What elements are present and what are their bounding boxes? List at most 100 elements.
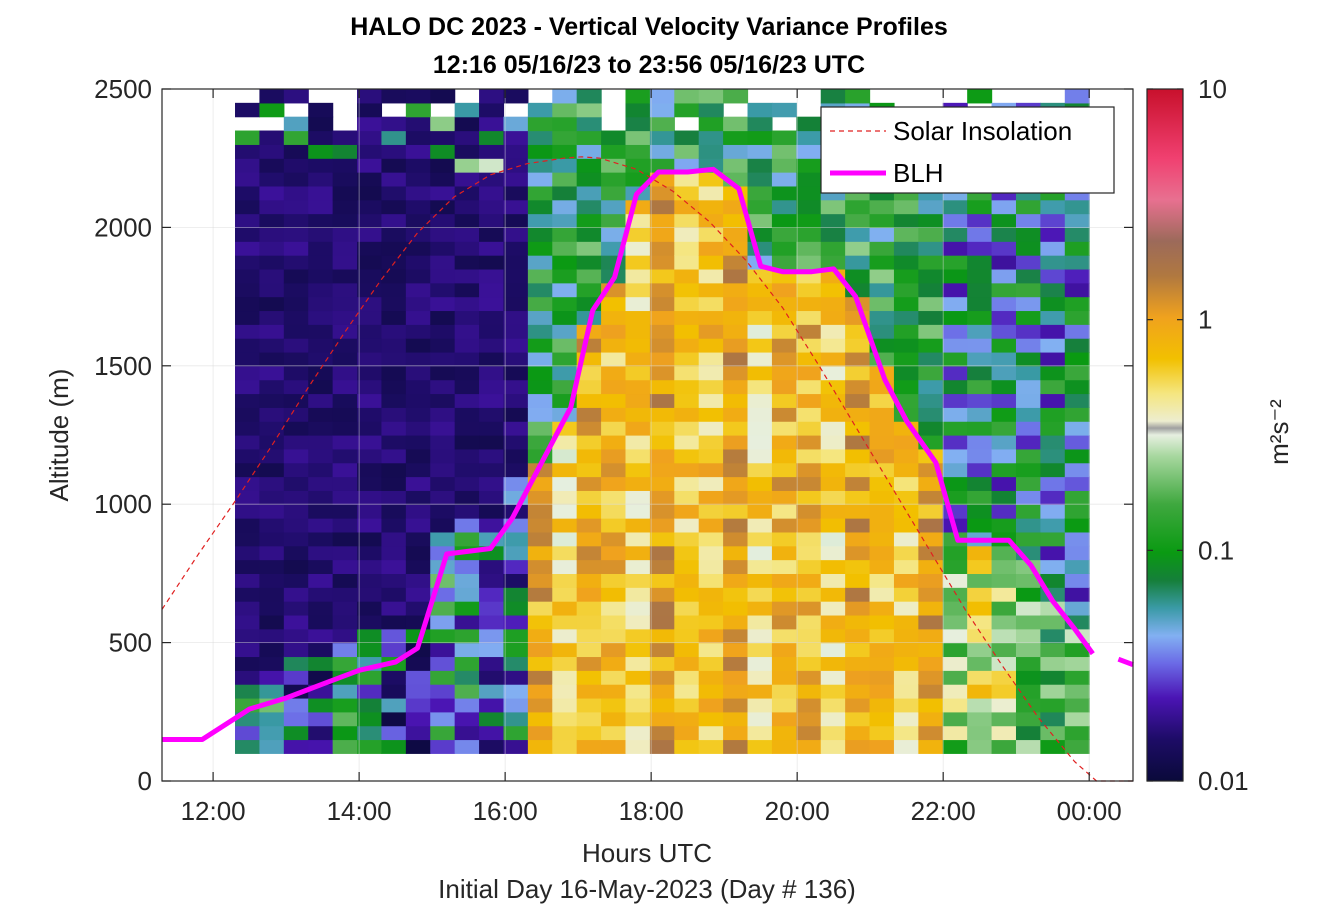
heatmap-cell xyxy=(796,144,822,159)
heatmap-cell xyxy=(723,711,749,727)
heatmap-cell xyxy=(698,531,724,547)
heatmap-cell xyxy=(552,628,578,644)
heatmap-cell xyxy=(430,199,456,215)
heatmap-cell xyxy=(649,725,675,741)
heatmap-cell xyxy=(625,656,651,671)
heatmap-cell xyxy=(381,255,407,270)
heatmap-cell xyxy=(601,158,627,173)
heatmap-cell xyxy=(503,697,529,713)
heatmap-cell xyxy=(552,324,578,339)
heatmap-cell xyxy=(381,89,407,104)
heatmap-cell xyxy=(649,670,675,685)
heatmap-cell xyxy=(259,255,285,270)
heatmap-cell xyxy=(527,739,553,754)
heatmap-cell xyxy=(820,407,846,422)
heatmap-cell xyxy=(942,324,968,339)
heatmap-cell xyxy=(479,379,505,395)
heatmap-cell xyxy=(405,684,431,699)
heatmap-cell xyxy=(308,545,334,561)
heatmap-cell xyxy=(991,642,1017,658)
heatmap-cell xyxy=(991,199,1017,215)
heatmap-cell xyxy=(771,324,797,339)
heatmap-cell xyxy=(625,268,651,284)
heatmap-cell xyxy=(479,670,505,685)
heatmap-cell xyxy=(991,490,1017,505)
heatmap-cell xyxy=(405,531,431,547)
heatmap-cell xyxy=(723,227,749,242)
heatmap-cell xyxy=(235,199,261,215)
heatmap-cell xyxy=(235,684,261,699)
heatmap-cell xyxy=(820,393,846,408)
heatmap-cell xyxy=(796,545,822,561)
heatmap-cell xyxy=(283,711,309,727)
heatmap-cell xyxy=(576,199,602,215)
heatmap-cell xyxy=(601,684,627,699)
heatmap-cell xyxy=(357,448,383,464)
heatmap-cell xyxy=(479,476,505,491)
heatmap-cell xyxy=(527,393,553,408)
heatmap-cell xyxy=(308,268,334,284)
heatmap-cell xyxy=(845,379,871,395)
x-tick-label: 14:00 xyxy=(327,796,392,826)
heatmap-cell xyxy=(918,227,944,242)
heatmap-cell xyxy=(918,351,944,367)
heatmap-cell xyxy=(576,116,602,132)
heatmap-cell xyxy=(991,393,1017,408)
heatmap-cell xyxy=(1015,725,1041,741)
heatmap-cell xyxy=(942,227,968,242)
heatmap-cell xyxy=(698,116,724,132)
heatmap-cell xyxy=(723,601,749,616)
heatmap-cell xyxy=(723,351,749,367)
heatmap-cell xyxy=(357,185,383,201)
heatmap-cell xyxy=(942,642,968,658)
heatmap-cell xyxy=(332,697,358,713)
heatmap-cell xyxy=(845,227,871,242)
heatmap-cell xyxy=(405,282,431,298)
heatmap-cell xyxy=(723,213,749,228)
heatmap-cell xyxy=(235,504,261,519)
heatmap-cell xyxy=(747,241,773,256)
heatmap-cell xyxy=(405,89,431,104)
heatmap-cell xyxy=(991,241,1017,256)
heatmap-cell xyxy=(259,614,285,630)
heatmap-cell xyxy=(796,670,822,685)
heatmap-cell xyxy=(430,504,456,519)
heatmap-cell xyxy=(601,587,627,602)
heatmap-cell xyxy=(893,697,919,713)
heatmap-cell xyxy=(698,421,724,436)
heatmap-cell xyxy=(405,476,431,491)
heatmap-cell xyxy=(771,739,797,754)
heatmap-cell xyxy=(283,172,309,187)
heatmap-cell xyxy=(259,130,285,145)
heatmap-cell xyxy=(357,573,383,588)
heatmap-cell xyxy=(991,739,1017,754)
heatmap-cell xyxy=(405,116,431,132)
heatmap-cell xyxy=(967,725,993,741)
heatmap-cell xyxy=(771,670,797,685)
heatmap-cell xyxy=(1040,227,1066,242)
heatmap-cell xyxy=(771,697,797,713)
heatmap-cell xyxy=(381,684,407,699)
heatmap-cell xyxy=(479,462,505,478)
heatmap-cell xyxy=(479,89,505,104)
heatmap-cell xyxy=(308,531,334,547)
heatmap-cell xyxy=(1015,448,1041,464)
heatmap-cell xyxy=(381,268,407,284)
heatmap-cell xyxy=(601,642,627,658)
heatmap-cell xyxy=(332,241,358,256)
heatmap-cell xyxy=(967,587,993,602)
heatmap-cell xyxy=(454,172,480,187)
heatmap-cell xyxy=(527,504,553,519)
heatmap-cell xyxy=(649,490,675,505)
heatmap-cell xyxy=(1064,739,1090,754)
heatmap-cell xyxy=(991,670,1017,685)
heatmap-cell xyxy=(723,490,749,505)
heatmap-cell xyxy=(479,559,505,574)
heatmap-cell xyxy=(552,559,578,574)
heatmap-cell xyxy=(601,559,627,574)
heatmap-cell xyxy=(845,614,871,630)
heatmap-cell xyxy=(1040,213,1066,228)
heatmap-cell xyxy=(259,365,285,381)
heatmap-cell xyxy=(845,365,871,381)
heatmap-cell xyxy=(405,559,431,574)
